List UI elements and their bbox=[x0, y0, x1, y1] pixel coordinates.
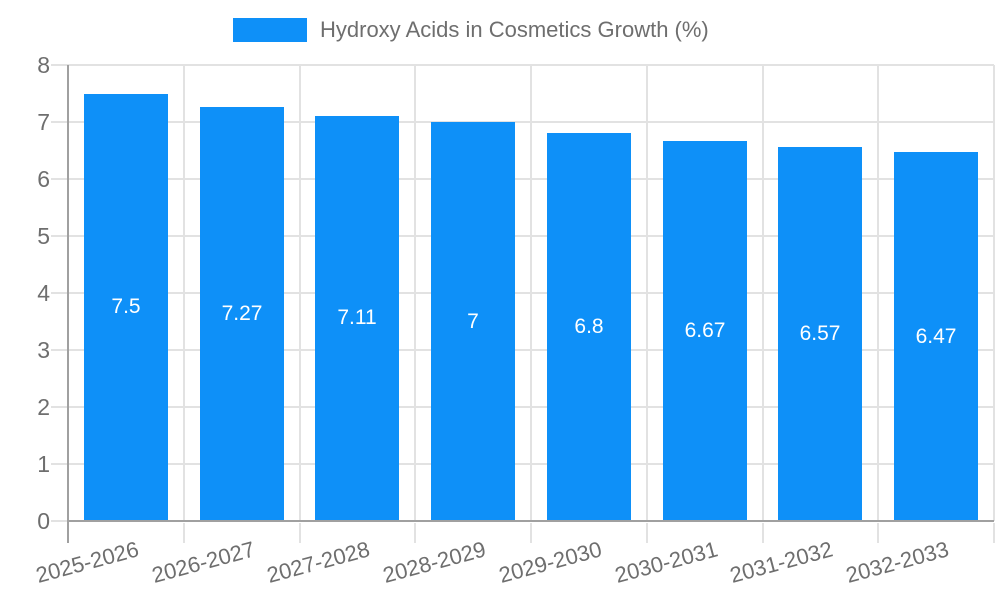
y-axis-tick-label: 3 bbox=[37, 337, 50, 363]
y-axis-line bbox=[67, 65, 69, 543]
y-axis-tick bbox=[51, 121, 68, 123]
x-axis-tick bbox=[993, 523, 995, 543]
bar-value-label: 7.5 bbox=[111, 295, 141, 318]
x-axis-tick bbox=[183, 523, 185, 543]
gridline-vertical bbox=[299, 65, 301, 521]
y-axis-tick bbox=[51, 235, 68, 237]
x-axis-tick bbox=[530, 523, 532, 543]
bar-value-label: 7.27 bbox=[221, 302, 263, 325]
bar-value-label: 6.57 bbox=[799, 322, 841, 345]
gridline-vertical bbox=[762, 65, 764, 521]
legend-label: Hydroxy Acids in Cosmetics Growth (%) bbox=[320, 17, 709, 42]
x-axis-tick bbox=[877, 523, 879, 543]
x-axis-line bbox=[68, 520, 994, 522]
y-axis-tick-label: 1 bbox=[37, 451, 50, 477]
x-axis-tick-label: 2028-2029 bbox=[380, 536, 489, 588]
x-axis-tick-label: 2032-2033 bbox=[843, 536, 952, 588]
y-axis-tick-label: 0 bbox=[37, 508, 50, 534]
y-axis-tick-label: 6 bbox=[37, 166, 50, 192]
bar bbox=[84, 94, 168, 522]
gridline-vertical bbox=[993, 65, 995, 521]
x-axis-tick bbox=[299, 523, 301, 543]
bar-value-label: 6.8 bbox=[574, 315, 604, 338]
y-axis-tick bbox=[51, 292, 68, 294]
bar-value-label: 7 bbox=[467, 310, 479, 333]
y-axis-tick-label: 5 bbox=[37, 223, 50, 249]
bar bbox=[315, 116, 399, 521]
x-axis-tick-label: 2030-2031 bbox=[612, 536, 721, 588]
chart-legend: Hydroxy Acids in Cosmetics Growth (%) bbox=[233, 17, 709, 43]
bar bbox=[778, 147, 862, 521]
y-axis-tick-label: 7 bbox=[37, 109, 50, 135]
y-axis-tick-label: 8 bbox=[37, 52, 50, 78]
gridline-vertical bbox=[414, 65, 416, 521]
y-axis-tick bbox=[51, 406, 68, 408]
x-axis-tick-label: 2026-2027 bbox=[149, 536, 258, 588]
y-axis-tick-label: 4 bbox=[37, 280, 50, 306]
bar bbox=[663, 141, 747, 521]
bar bbox=[894, 152, 978, 521]
y-axis-tick bbox=[51, 178, 68, 180]
x-axis-tick-label: 2031-2032 bbox=[727, 536, 836, 588]
legend-swatch bbox=[233, 18, 307, 42]
bar-value-label: 7.11 bbox=[337, 306, 377, 329]
bar-value-label: 6.67 bbox=[684, 319, 726, 342]
x-axis-tick-label: 2027-2028 bbox=[264, 536, 373, 588]
gridline-vertical bbox=[183, 65, 185, 521]
gridline-vertical bbox=[530, 65, 532, 521]
y-axis-tick bbox=[51, 463, 68, 465]
x-axis-tick bbox=[414, 523, 416, 543]
y-axis-tick bbox=[51, 349, 68, 351]
x-axis-tick bbox=[762, 523, 764, 543]
y-axis-tick bbox=[51, 64, 68, 66]
bar bbox=[200, 107, 284, 521]
gridline-vertical bbox=[877, 65, 879, 521]
y-axis-tick-label: 2 bbox=[37, 394, 50, 420]
x-axis-tick-label: 2025-2026 bbox=[33, 536, 142, 588]
bar-value-label: 6.47 bbox=[915, 325, 957, 348]
y-axis-tick bbox=[51, 520, 68, 522]
x-axis-tick bbox=[646, 523, 648, 543]
bar bbox=[431, 122, 515, 521]
gridline-vertical bbox=[646, 65, 648, 521]
bar bbox=[547, 133, 631, 521]
x-axis-tick-label: 2029-2030 bbox=[496, 536, 605, 588]
